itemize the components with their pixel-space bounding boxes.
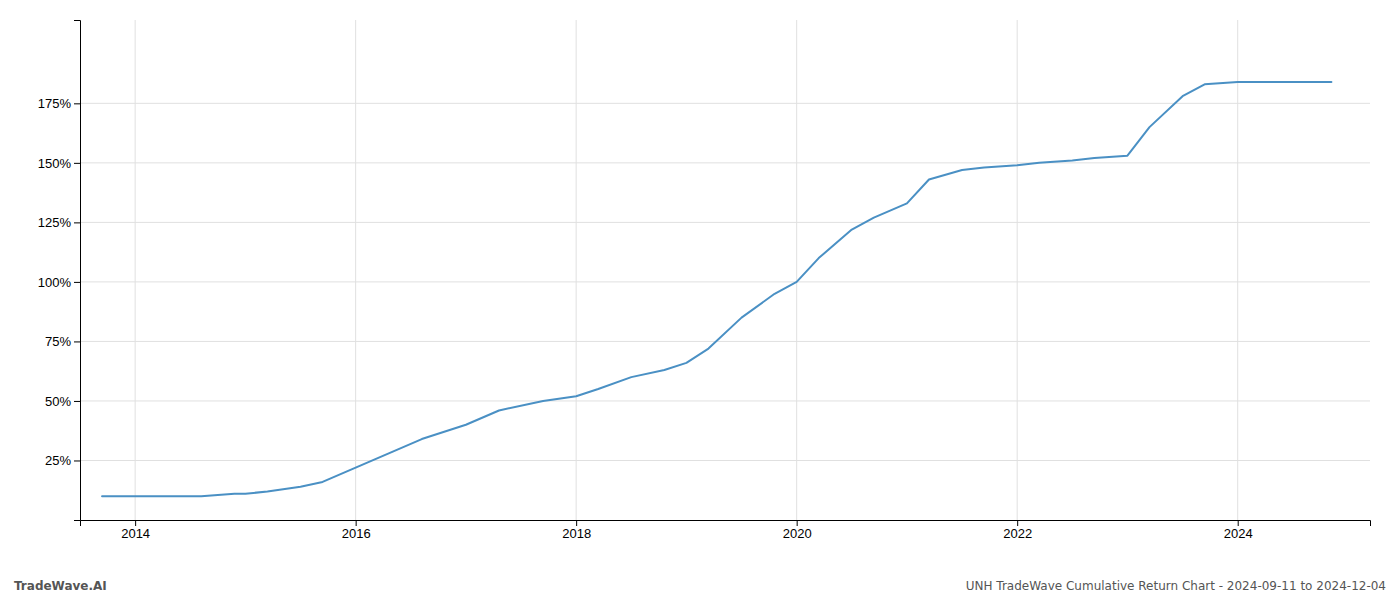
grid-line-y <box>80 222 1370 223</box>
y-tick-mark <box>74 460 80 461</box>
x-tick-mark <box>1017 520 1018 526</box>
x-tick-label: 2020 <box>783 526 812 541</box>
grid-line-x <box>576 20 577 520</box>
y-tick-label: 150% <box>38 156 72 171</box>
y-tick-mark <box>74 103 80 104</box>
footer-left: TradeWave.AI <box>14 579 107 593</box>
grid-line-x <box>796 20 797 520</box>
y-tick-label: 125% <box>38 215 72 230</box>
x-tick-mark <box>135 520 136 526</box>
y-tick-label: 25% <box>45 453 71 468</box>
x-tick: 2020 <box>783 520 812 541</box>
y-tick-mark <box>74 341 80 342</box>
x-tick-label: 2016 <box>342 526 371 541</box>
y-tick: 50% <box>45 394 80 409</box>
grid-line-x <box>1017 20 1018 520</box>
x-tick: 2022 <box>1003 520 1032 541</box>
chart: 2014 2016 2018 2020 2022 2024 25% 50% 75% 100% 125… <box>0 0 1400 600</box>
y-axis: 25% 50% 75% 100% 125% 150% 175% <box>38 21 81 521</box>
x-axis: 2014 2016 2018 2020 2022 2024 <box>81 520 1371 541</box>
grid-line-y <box>80 400 1370 401</box>
x-tick-mark <box>797 520 798 526</box>
grid-line-y <box>80 460 1370 461</box>
line <box>102 82 1331 496</box>
x-tick-label: 2018 <box>562 526 591 541</box>
x-tick-label: 2022 <box>1003 526 1032 541</box>
x-tick: 2024 <box>1224 520 1253 541</box>
y-tick-mark <box>74 222 80 223</box>
grid-line-y <box>80 162 1370 163</box>
grid-line-x <box>355 20 356 520</box>
grid-line-x <box>135 20 136 520</box>
x-tick-mark <box>576 520 577 526</box>
y-tick-label: 50% <box>45 394 71 409</box>
y-tick: 150% <box>38 156 80 171</box>
y-tick-label: 75% <box>45 334 71 349</box>
grid-line-x <box>1237 20 1238 520</box>
footer-right: UNH TradeWave Cumulative Return Chart - … <box>966 579 1386 593</box>
y-tick: 25% <box>45 453 80 468</box>
plot: 2014 2016 2018 2020 2022 2024 25% 50% 75% 100% 125… <box>38 20 1371 541</box>
x-tick-label: 2014 <box>121 526 150 541</box>
y-tick-mark <box>74 163 80 164</box>
y-tick-label: 100% <box>38 275 72 290</box>
x-tick-label: 2024 <box>1224 526 1253 541</box>
y-tick: 75% <box>45 334 80 349</box>
y-tick-mark <box>74 401 80 402</box>
y-tick: 125% <box>38 215 80 230</box>
x-tick: 2016 <box>342 520 371 541</box>
y-tick-mark <box>74 282 80 283</box>
x-tick-mark <box>1238 520 1239 526</box>
y-axis-line <box>74 21 81 521</box>
y-tick: 175% <box>38 96 80 111</box>
y-tick-label: 175% <box>38 96 72 111</box>
x-axis-line <box>81 521 1371 527</box>
x-tick: 2014 <box>121 520 150 541</box>
x-tick-mark <box>356 520 357 526</box>
y-tick: 100% <box>38 275 80 290</box>
series <box>102 82 1331 496</box>
footer: TradeWave.AI UNH TradeWave Cumulative Ret… <box>14 579 1386 593</box>
grid-line-y <box>80 341 1370 342</box>
grid-line-y <box>80 281 1370 282</box>
x-tick: 2018 <box>562 520 591 541</box>
grid <box>80 20 1370 520</box>
